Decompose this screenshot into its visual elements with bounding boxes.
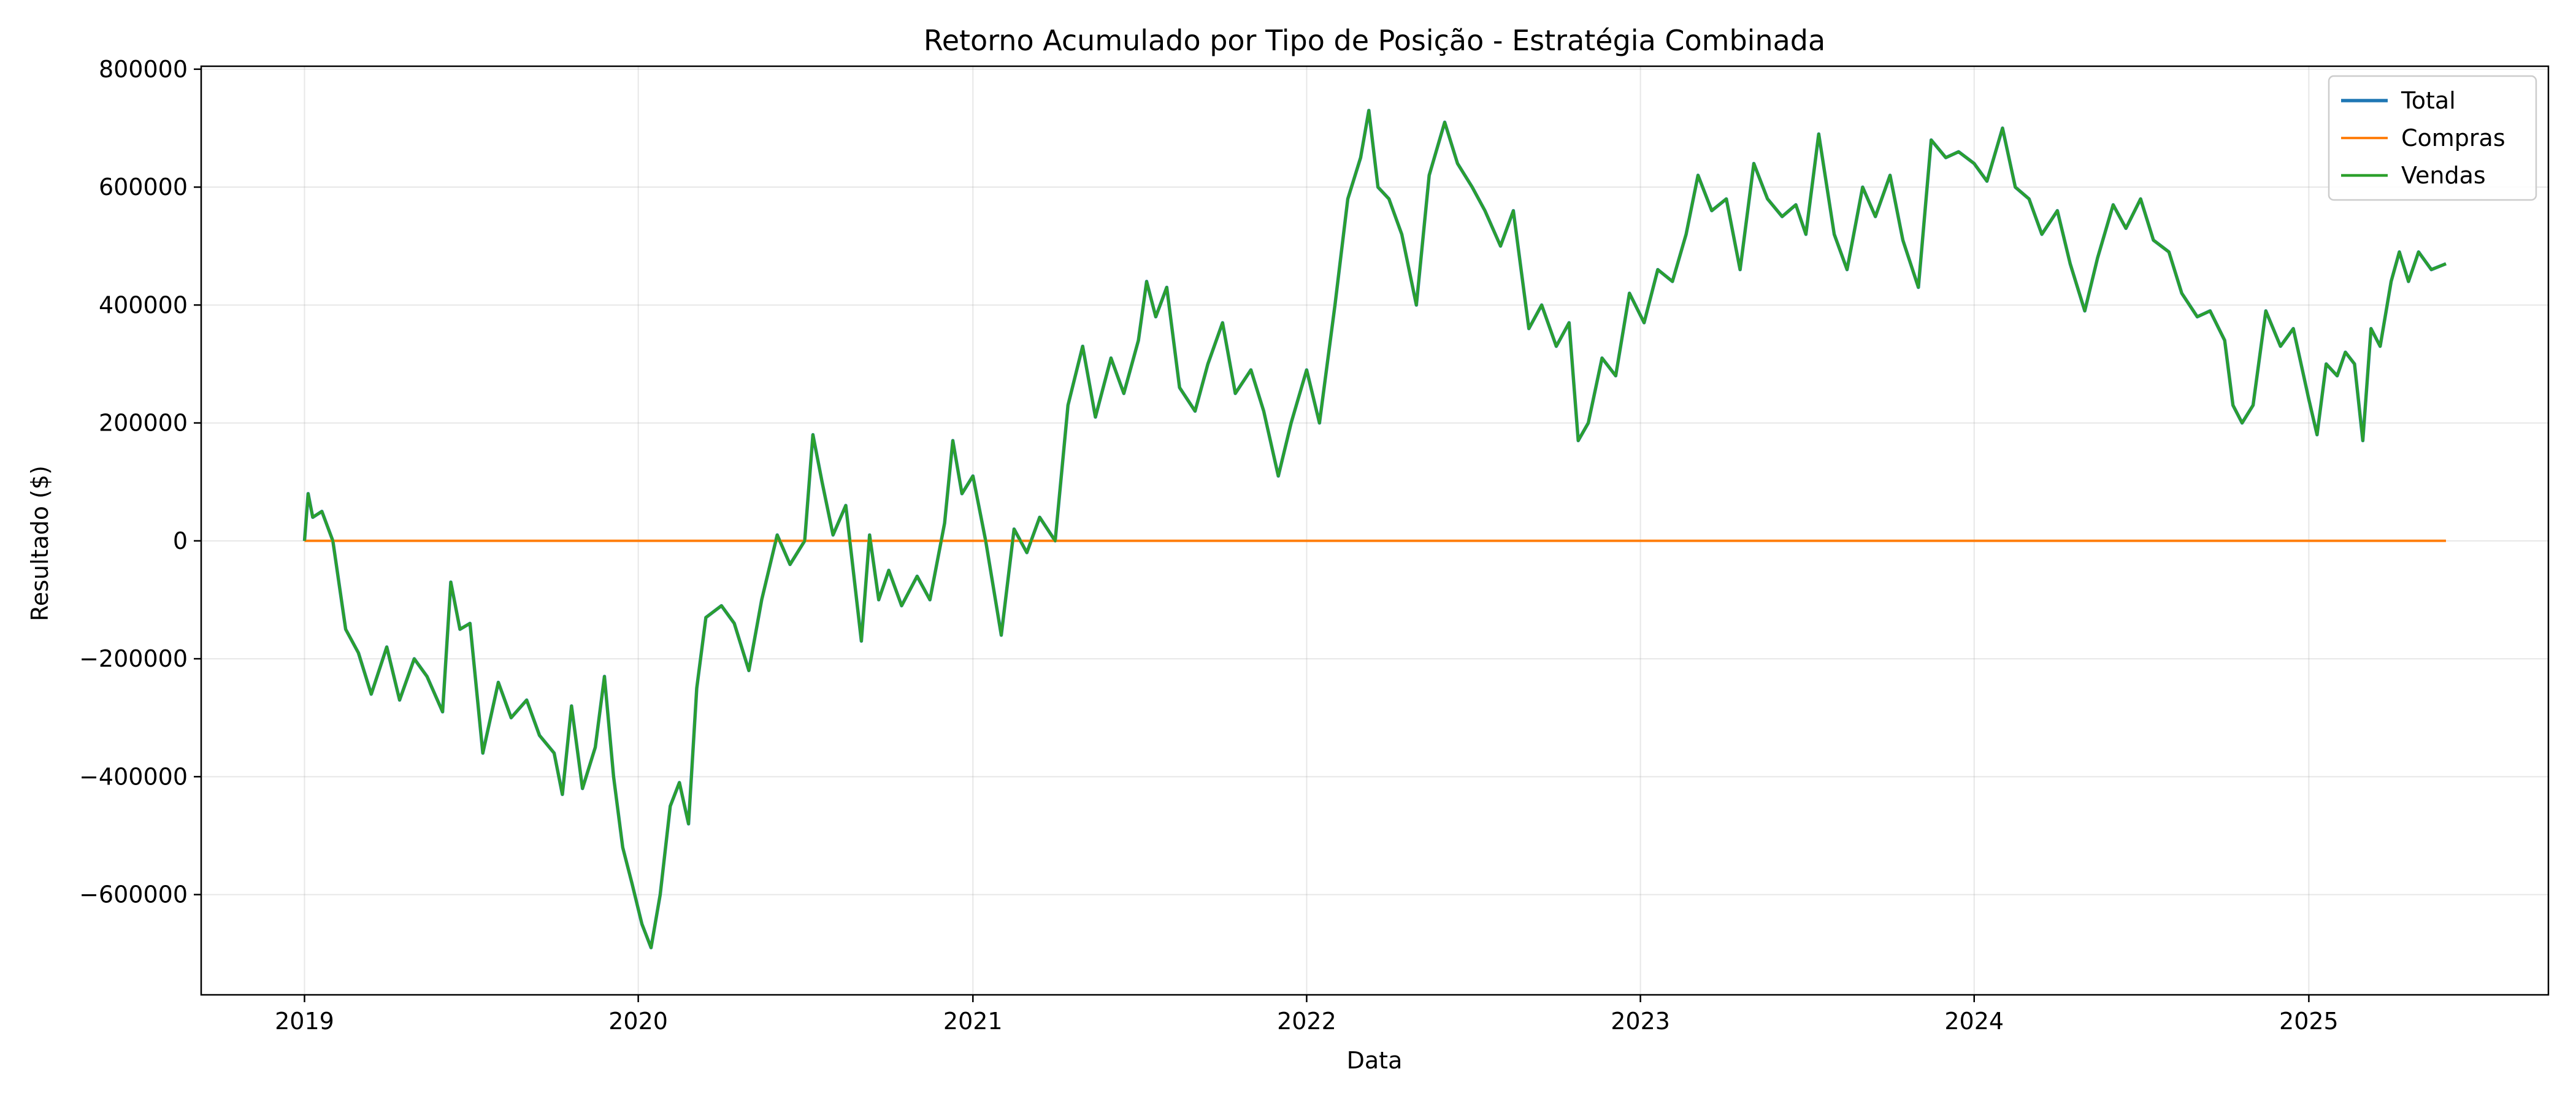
x-tick-label: 2023: [1611, 1008, 1670, 1035]
x-tick-label: 2021: [943, 1008, 1003, 1035]
legend-label-total: Total: [2401, 87, 2456, 114]
x-tick-label: 2019: [275, 1008, 334, 1035]
y-tick-label: 600000: [99, 174, 188, 201]
x-tick-label: 2022: [1277, 1008, 1336, 1035]
y-tick-label: −600000: [79, 881, 188, 908]
legend: Total Compras Vendas: [2328, 75, 2537, 201]
x-axis: 2019 2020 2021 2022 2023 2024 2025: [275, 995, 2339, 1035]
x-tick-label: 2025: [2279, 1008, 2339, 1035]
series-line-vendas: [303, 109, 2447, 949]
legend-label-compras: Compras: [2401, 125, 2505, 151]
y-tick-label: 400000: [99, 291, 188, 318]
y-axis: −600000 −400000 −200000 0 200000 400000 600000…: [79, 56, 201, 908]
legend-label-vendas: Vendas: [2401, 162, 2486, 189]
legend-box: [2328, 75, 2537, 201]
x-tick-label: 2024: [1944, 1008, 2004, 1035]
plot-frame: [200, 65, 2550, 996]
y-tick-label: −400000: [79, 763, 188, 790]
y-tick-label: 200000: [99, 410, 188, 437]
series-lines: [302, 109, 2447, 949]
y-tick-label: 0: [173, 527, 188, 554]
y-tick-label: −200000: [79, 645, 188, 672]
y-tick-label: 800000: [99, 56, 188, 83]
x-axis-label: Data: [1347, 1047, 1403, 1074]
y-axis-label: Resultado ($): [26, 466, 53, 621]
chart-title: Retorno Acumulado por Tipo de Posição - …: [924, 24, 1825, 57]
x-tick-label: 2020: [608, 1008, 668, 1035]
